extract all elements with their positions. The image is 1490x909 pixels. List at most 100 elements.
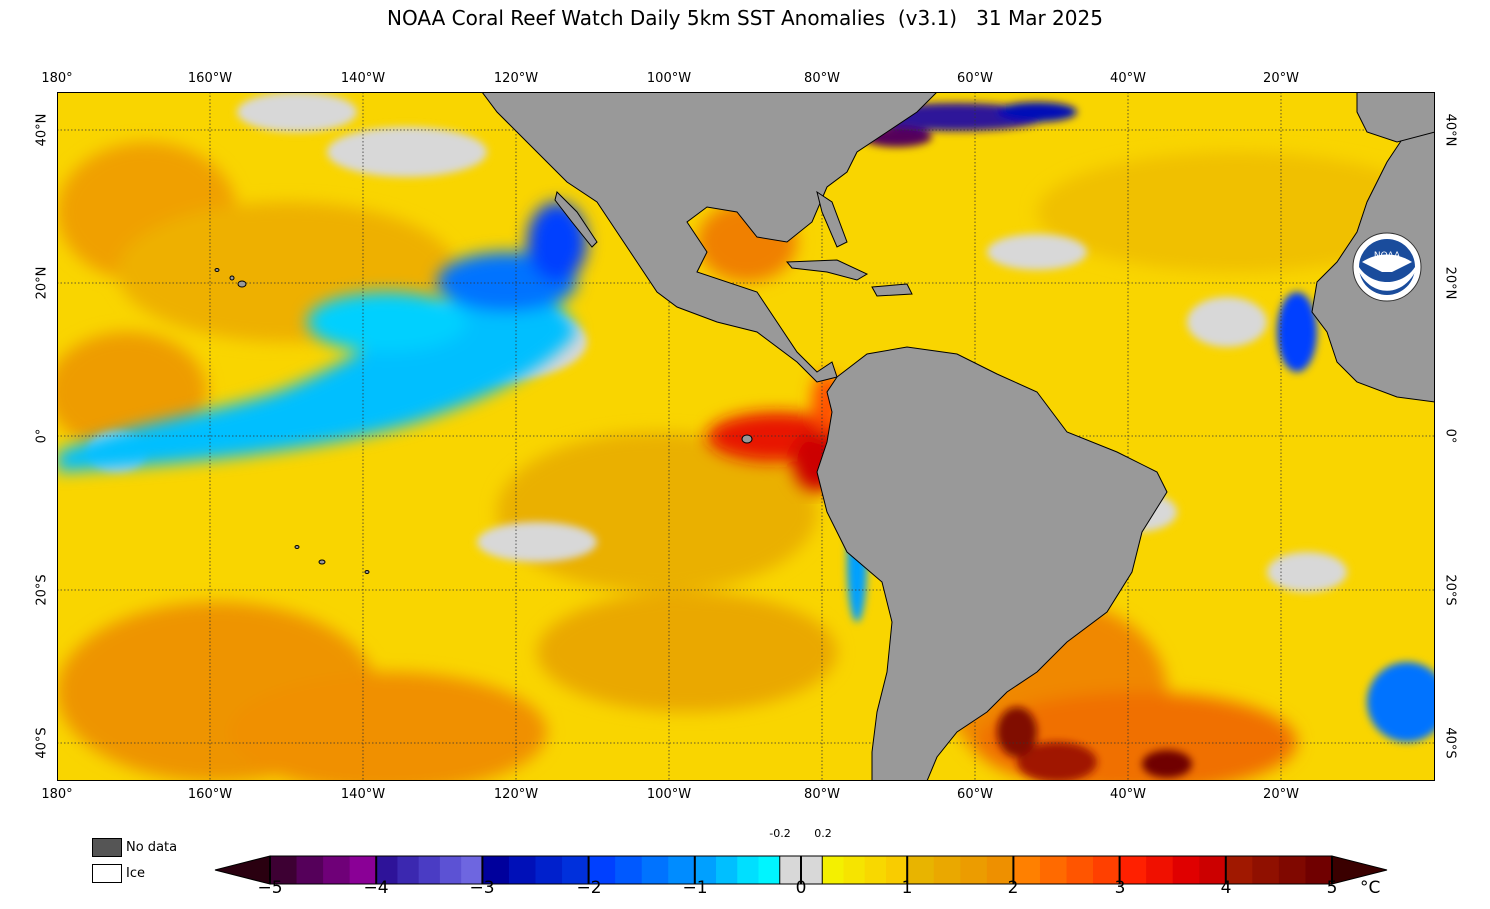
- colorbar-cell: [508, 856, 536, 884]
- colorbar-cell: [270, 856, 298, 884]
- colorbar-cell: [960, 856, 988, 884]
- colorbar-cell: [1252, 856, 1280, 884]
- colorbar-cell: [1066, 856, 1094, 884]
- lat-label-left: 0°: [34, 428, 50, 444]
- colorbar-tick: −2: [576, 878, 602, 898]
- lat-label-left: 20°N: [34, 266, 50, 300]
- lat-label-right: 0°: [1442, 428, 1458, 444]
- colorbar-cell: [588, 856, 616, 884]
- noaa-logo: NOAA: [1352, 232, 1422, 302]
- colorbar-cell: [1225, 856, 1253, 884]
- lon-label-top: 180°: [41, 71, 73, 86]
- sst-anomaly-map: NOAA: [57, 92, 1435, 781]
- colorbar-cell: [986, 856, 1014, 884]
- south-atlantic-hot-spots: [997, 707, 1192, 781]
- lon-label-bottom: 60°W: [957, 787, 993, 802]
- colorbar-small-tick: -0.2: [769, 827, 791, 840]
- ice-swatch: [92, 864, 122, 883]
- lon-label-top: 40°W: [1110, 71, 1146, 86]
- colorbar-cell: [439, 856, 462, 884]
- lon-label-top: 100°W: [646, 71, 692, 86]
- colorbar-cell: [535, 856, 563, 884]
- colorbar-tick: −4: [363, 878, 389, 898]
- colorbar-cell: [737, 856, 760, 884]
- pacific-islands: [214, 268, 753, 574]
- map-title: NOAA Coral Reef Watch Daily 5km SST Anom…: [387, 6, 1103, 30]
- land-cuba: [785, 259, 869, 281]
- graticule-lines: [57, 92, 1435, 781]
- colorbar-tick: 5: [1326, 878, 1338, 898]
- colorbar-cell: [1199, 856, 1227, 884]
- lat-label-left: 20°S: [34, 574, 50, 606]
- colorbar-cell: [822, 856, 844, 884]
- colorbar-cell: [482, 856, 510, 884]
- colorbar-cell: [562, 856, 590, 884]
- colorbar-cell: [1305, 856, 1333, 884]
- colorbar-cell: [885, 856, 908, 884]
- lon-label-top: 140°W: [340, 71, 386, 86]
- lat-label-right: 40°N: [1442, 113, 1458, 147]
- colorbar-tick: 4: [1220, 878, 1232, 898]
- colorbar-tick: −5: [257, 878, 283, 898]
- lat-label-left: 40°S: [34, 727, 50, 759]
- lon-label-bottom: 180°: [41, 787, 73, 802]
- colorbar-cell: [323, 856, 351, 884]
- lon-label-bottom: 160°W: [187, 787, 233, 802]
- no-data-swatch: [92, 838, 122, 857]
- lon-label-top: 60°W: [957, 71, 993, 86]
- colorbar-cell: [296, 856, 324, 884]
- colorbar-tick: 0: [795, 878, 807, 898]
- land-florida: [816, 190, 848, 248]
- colorbar-cell: [1039, 856, 1067, 884]
- colorbar-tick: −1: [682, 878, 708, 898]
- cold-anomaly-band: [57, 202, 587, 472]
- lat-label-left: 40°N: [34, 113, 50, 147]
- colorbar-cell: [933, 856, 961, 884]
- colorbar-cell: [1172, 856, 1200, 884]
- lon-label-bottom: 120°W: [493, 787, 539, 802]
- colorbar-cell: [376, 856, 398, 884]
- colorbar-cell: [843, 856, 866, 884]
- lat-label-right: 20°S: [1442, 574, 1458, 606]
- colorbar-cell: [1013, 856, 1041, 884]
- lon-label-bottom: 20°W: [1263, 787, 1299, 802]
- colorbar-cell: [1146, 856, 1174, 884]
- colorbar-cell: [907, 856, 935, 884]
- colorbar-small-tick: 0.2: [814, 827, 832, 840]
- colorbar-tick: −3: [469, 878, 495, 898]
- lon-label-top: 160°W: [187, 71, 233, 86]
- colorbar-cell: [1278, 856, 1306, 884]
- lat-label-right: 20°N: [1442, 266, 1458, 300]
- land-hispaniola: [871, 283, 913, 297]
- colorbar-cell: [615, 856, 643, 884]
- colorbar-cell: [418, 856, 441, 884]
- colorbar-cell: [1093, 856, 1121, 884]
- colorbar-cell: [461, 856, 483, 884]
- colorbar-cell: [397, 856, 420, 884]
- colorbar-tick: 2: [1007, 878, 1019, 898]
- colorbar-cell: [641, 856, 669, 884]
- colorbar-cell: [864, 856, 887, 884]
- lon-label-bottom: 100°W: [646, 787, 692, 802]
- no-data-label: No data: [126, 840, 178, 855]
- colorbar-cell: [716, 856, 738, 884]
- colorbar-cell: [694, 856, 717, 884]
- ice-label: Ice: [126, 866, 145, 881]
- colorbar-cell: [668, 856, 696, 884]
- lon-label-bottom: 40°W: [1110, 787, 1146, 802]
- lon-label-bottom: 140°W: [340, 787, 386, 802]
- colorbar-cells: [214, 855, 1388, 885]
- colorbar-tick: 1: [901, 878, 913, 898]
- colorbar-border: [269, 855, 1333, 885]
- colorbar-cell: [758, 856, 781, 884]
- land-iberia: [1356, 92, 1435, 143]
- lon-label-top: 80°W: [804, 71, 840, 86]
- land-north-america: [481, 92, 938, 383]
- land-baja-california: [554, 191, 598, 248]
- colorbar-tick: 3: [1114, 878, 1126, 898]
- noaa-logo-text: NOAA: [1374, 251, 1401, 261]
- colorbar-cell: [349, 856, 377, 884]
- colorbar-cell: [1119, 856, 1147, 884]
- lat-label-right: 40°S: [1442, 727, 1458, 759]
- lon-label-top: 20°W: [1263, 71, 1299, 86]
